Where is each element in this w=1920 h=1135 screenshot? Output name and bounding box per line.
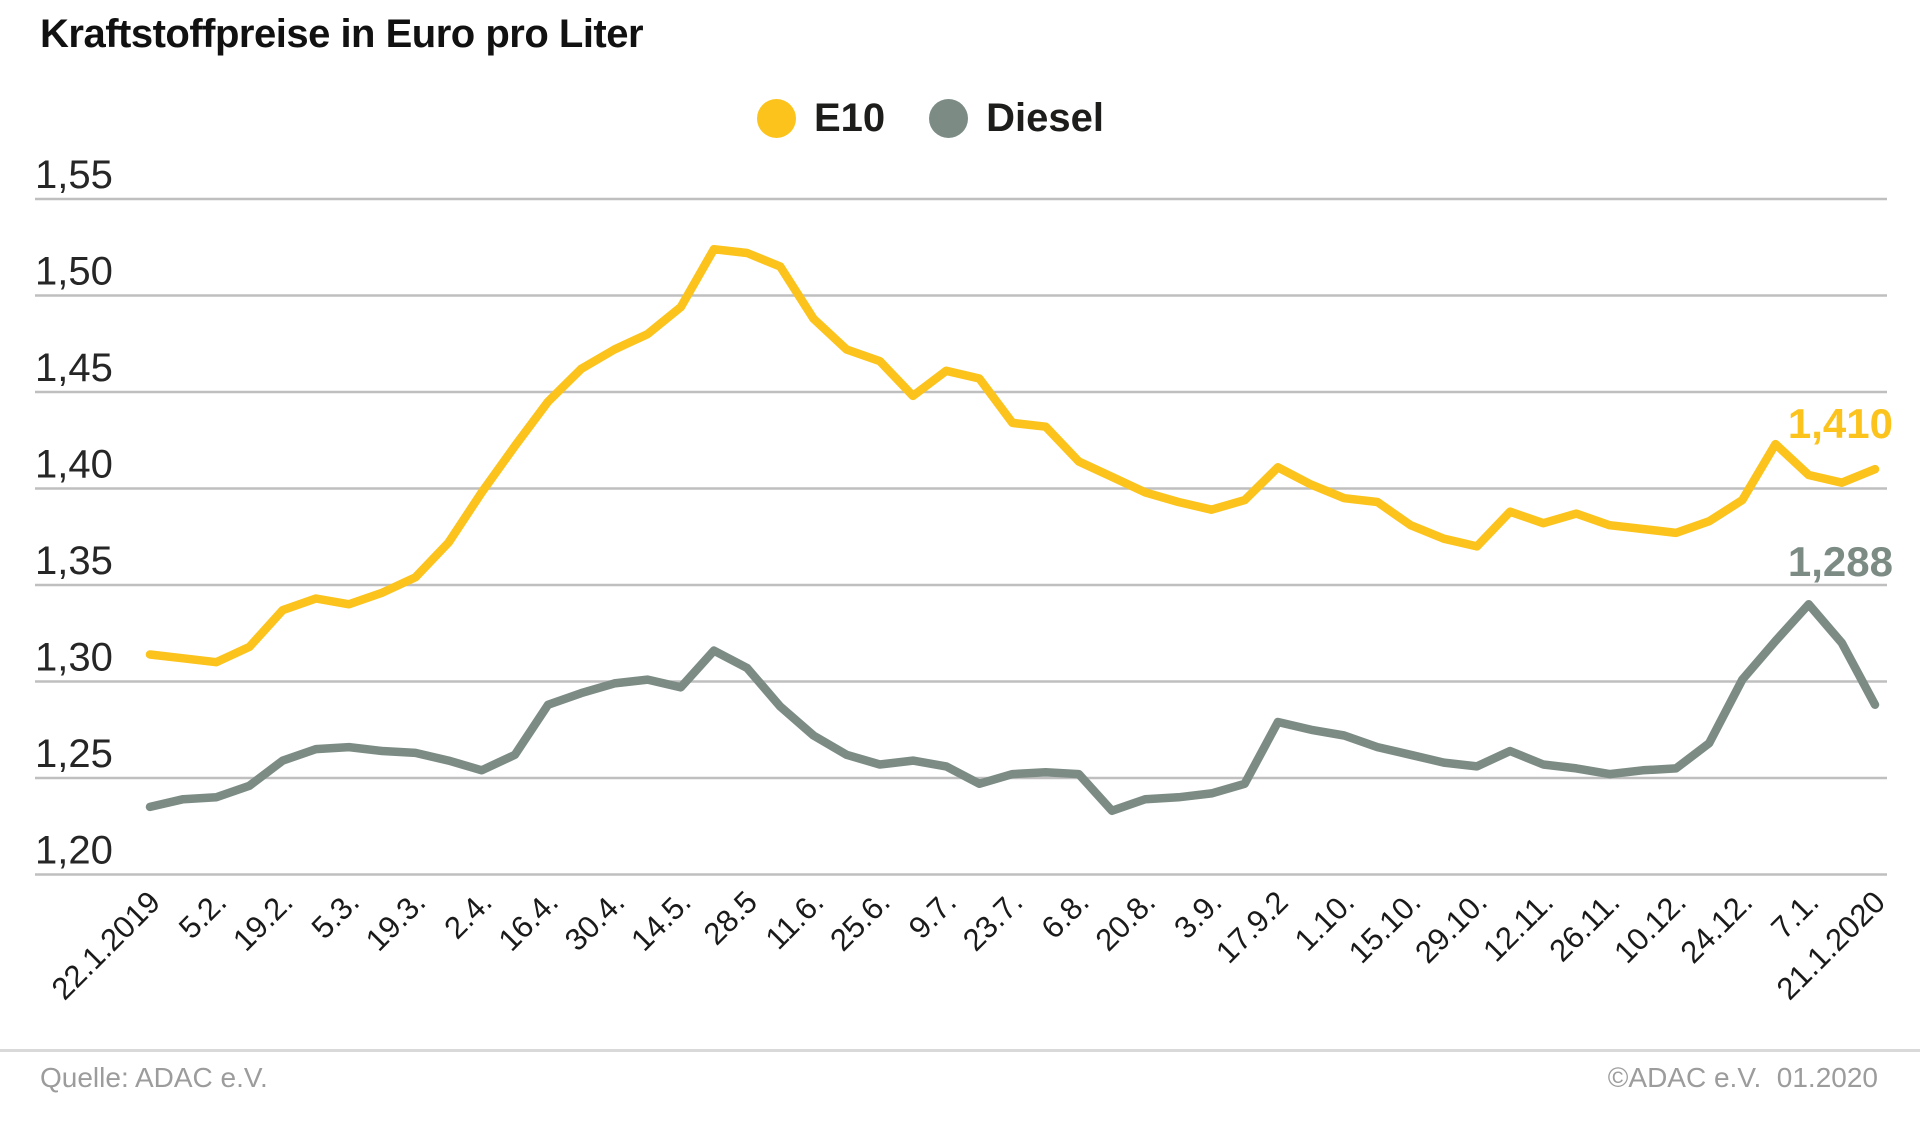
x-axis-tick-label: 20.8. — [1089, 884, 1163, 958]
x-axis-tick-label: 17.9.2 — [1209, 884, 1295, 970]
y-axis-tick-label: 1,35 — [35, 539, 113, 583]
source-text: Quelle: ADAC e.V. — [40, 1062, 268, 1093]
diesel-legend-label: Diesel — [986, 96, 1105, 140]
footer-divider — [0, 1049, 1920, 1052]
x-axis-tick-label: 24.12. — [1674, 884, 1760, 970]
y-axis-labels: 1,55 1,50 1,45 1,40 1,35 1,30 1,25 1,20 — [35, 153, 113, 873]
chart-title: Kraftstoffpreise in Euro pro Liter — [40, 12, 644, 56]
x-axis-tick-label: 5.3. — [305, 884, 366, 945]
y-axis-tick-label: 1,40 — [35, 443, 113, 487]
x-axis-tick-label: 28.5 — [697, 884, 764, 951]
x-axis-tick-label: 29.10. — [1408, 884, 1494, 970]
x-axis-tick-label: 10.12. — [1607, 884, 1693, 970]
diesel-line — [145, 600, 1880, 816]
x-axis-tick-label: 6.8. — [1034, 884, 1095, 945]
e10-line — [145, 244, 1880, 667]
x-axis-tick-label: 11.6. — [759, 884, 831, 956]
x-axis-tick-label: 2.4. — [437, 884, 498, 945]
x-axis-tick-label: 5.2. — [172, 884, 233, 945]
y-axis-tick-label: 1,45 — [35, 346, 113, 390]
y-axis-tick-label: 1,30 — [35, 636, 113, 680]
x-axis-tick-label: 26.11. — [1542, 884, 1626, 968]
x-axis-tick-label: 30.4. — [558, 884, 632, 958]
e10-legend-item: E10 — [757, 96, 885, 141]
e10-legend-label: E10 — [814, 96, 886, 140]
x-axis-tick-label: 16.4. — [492, 884, 566, 958]
x-axis-tick-label: 15.10. — [1342, 884, 1428, 970]
e10-end-value: 1,410 — [1788, 400, 1893, 447]
x-axis-tick-label: 19.3. — [359, 884, 433, 958]
diesel-legend-dot-icon — [929, 99, 969, 138]
diesel-end-value: 1,288 — [1788, 538, 1893, 585]
x-axis-tick-label: 19.2. — [226, 884, 300, 958]
y-axis-tick-label: 1,25 — [35, 732, 113, 776]
x-axis-tick-label: 14.5. — [624, 884, 698, 958]
y-axis-tick-label: 1,55 — [35, 153, 113, 197]
x-axis-tick-label: 25.6. — [823, 884, 897, 958]
e10-legend-dot-icon — [757, 99, 796, 138]
x-axis-labels: 22.1.2019 5.2.19.2. 5.3.19.3. 2.4.16.4.30.4… — [45, 884, 1892, 1006]
legend: E10 Diesel — [757, 96, 1104, 141]
y-axis-tick-label: 1,20 — [35, 829, 113, 873]
x-axis-tick-label: 12.11. — [1476, 884, 1560, 968]
x-axis-tick-label: 22.1.2019 — [45, 884, 167, 1006]
diesel-legend-item: Diesel — [929, 96, 1104, 141]
y-axis-tick-label: 1,50 — [35, 250, 113, 294]
x-axis-tick-label: 23.7. — [956, 884, 1030, 958]
x-axis-tick-label: 9.7. — [902, 884, 963, 945]
copyright-text: ©ADAC e.V. 01.2020 — [1607, 1062, 1878, 1093]
